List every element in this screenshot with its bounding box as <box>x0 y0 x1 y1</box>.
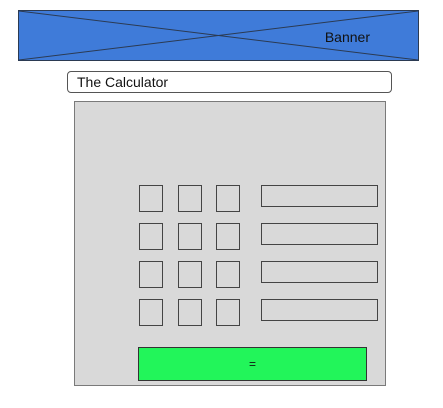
calculator-field[interactable] <box>261 261 378 283</box>
banner-label: Banner <box>324 29 370 45</box>
page-title: The Calculator <box>67 71 392 93</box>
calculator-field[interactable] <box>261 223 378 245</box>
keypad-key[interactable] <box>216 299 240 326</box>
keypad-key[interactable] <box>178 223 202 250</box>
keypad-key[interactable] <box>216 223 240 250</box>
keypad-key[interactable] <box>139 185 163 212</box>
keypad-key[interactable] <box>178 261 202 288</box>
calculator-field[interactable] <box>261 185 378 207</box>
keypad-key[interactable] <box>216 185 240 212</box>
equals-button[interactable]: = <box>138 347 367 381</box>
image-placeholder-cross <box>19 11 418 60</box>
keypad-key[interactable] <box>216 261 240 288</box>
keypad-key[interactable] <box>139 299 163 326</box>
keypad-key[interactable] <box>139 261 163 288</box>
keypad-key[interactable] <box>178 185 202 212</box>
calculator-field[interactable] <box>261 299 378 321</box>
keypad-key[interactable] <box>139 223 163 250</box>
calculator-panel: = <box>74 101 386 386</box>
keypad-key[interactable] <box>178 299 202 326</box>
banner-placeholder: Banner <box>18 10 419 61</box>
